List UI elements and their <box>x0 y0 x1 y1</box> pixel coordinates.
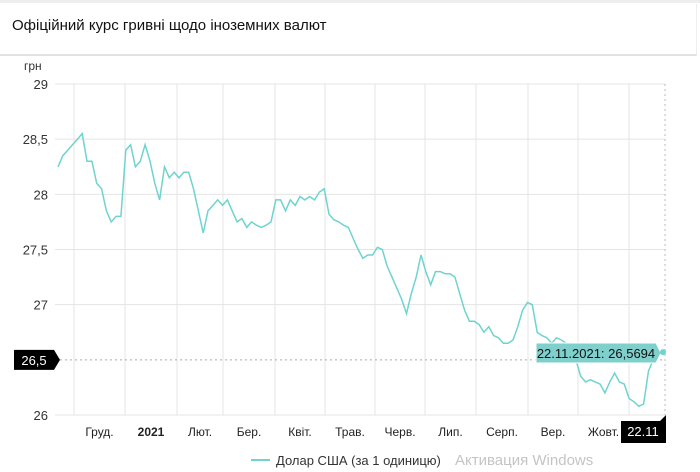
x-tick-label: Груд. <box>85 425 113 439</box>
y-axis-label: грн <box>24 59 42 73</box>
x-tick-label: Лип. <box>438 425 462 439</box>
x-cursor-label: 22.11 <box>627 424 659 439</box>
tooltip-box <box>535 342 662 364</box>
y-tick-label: 27,5 <box>23 243 48 258</box>
x-tick-label: Серп. <box>486 425 518 439</box>
x-tick-label: Вер. <box>541 425 566 439</box>
hover-point <box>660 349 666 356</box>
y-cursor-badge <box>14 349 60 370</box>
series-line-usd <box>57 131 664 408</box>
x-tick-label: Черв. <box>384 425 415 439</box>
y-tick-label: 27 <box>34 298 48 313</box>
top-border <box>0 0 700 3</box>
tooltip-text: 22.11.2021: 26,5694 <box>537 346 655 361</box>
x-tick-label: 2021 <box>138 425 165 439</box>
x-tick-label: Квіт. <box>288 425 312 439</box>
x-tick-label: Бер. <box>237 425 262 439</box>
y-tick-label: 28 <box>34 187 48 202</box>
x-cursor-badge <box>621 415 666 443</box>
y-tick-label: 28,5 <box>23 132 48 147</box>
x-tick-label: Трав. <box>335 425 365 439</box>
windows-activation-watermark: Активация Windows <box>455 452 594 469</box>
page-title: Офіційний курс гривні щодо іноземних вал… <box>12 17 327 34</box>
y-cursor-label: 26,5 <box>21 353 46 368</box>
x-tick-label: Лют. <box>188 425 212 439</box>
x-tick-label: Жовт. <box>588 425 619 439</box>
y-tick-label: 26 <box>34 408 48 423</box>
panel-header: Офіційний курс гривні щодо іноземних вал… <box>0 4 697 56</box>
legend-label[interactable]: Долар США (за 1 одиницю) <box>276 453 441 468</box>
y-tick-label: 29 <box>34 77 48 92</box>
